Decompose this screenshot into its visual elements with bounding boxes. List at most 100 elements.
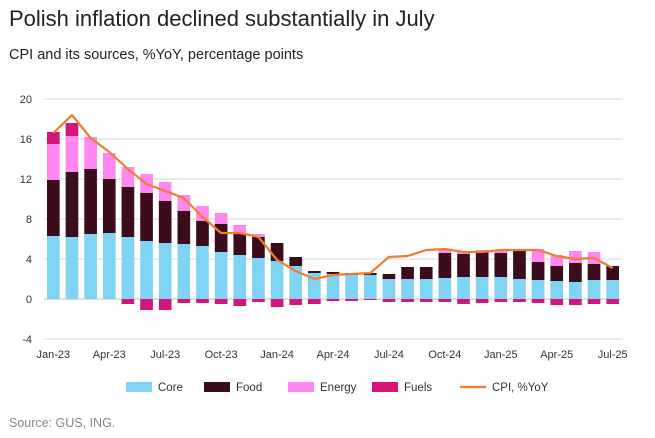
bar-core — [196, 246, 209, 299]
legend-label: Fuels — [404, 382, 432, 394]
bar-energy — [438, 250, 452, 253]
bar-fuels — [140, 299, 153, 310]
bar-core — [363, 275, 377, 299]
bar-fuels — [494, 299, 508, 302]
legend-swatch — [126, 382, 152, 392]
cpi-line-group — [52, 113, 614, 281]
bar-fuels — [531, 299, 545, 303]
bar-fuels — [457, 299, 470, 304]
bar-food — [177, 211, 191, 244]
bar-energy — [102, 153, 116, 179]
bar-fuels — [401, 299, 414, 302]
bar-fuels — [121, 299, 135, 304]
bar-fuels — [363, 299, 377, 300]
legend-swatch — [204, 382, 230, 392]
bar-energy — [252, 234, 265, 237]
bar-fuels — [382, 299, 396, 302]
bar-food — [494, 253, 508, 277]
bar-fuels — [289, 299, 303, 305]
bar-fuels — [46, 132, 60, 144]
bar-fuels — [196, 299, 209, 303]
bar-core — [606, 280, 620, 299]
bar-fuels — [233, 299, 247, 306]
bar-core — [475, 277, 489, 299]
bar-core — [84, 234, 97, 299]
bar-core — [214, 252, 228, 299]
bar-food — [102, 179, 116, 233]
y-tick-label: 0 — [26, 294, 32, 306]
bar-food — [587, 264, 601, 280]
bar-core — [177, 244, 191, 299]
bar-energy — [196, 206, 209, 221]
legend: Core Food Energy Fuels CPI, %YoY — [126, 382, 549, 394]
bar-fuels — [252, 299, 265, 302]
bar-core — [252, 258, 265, 299]
bar-food — [382, 274, 396, 279]
x-tick-label: Jan-23 — [37, 349, 71, 361]
bar-core — [158, 243, 172, 299]
bar-food — [475, 251, 489, 277]
bar-fuels — [270, 299, 284, 307]
bar-fuels — [308, 299, 321, 304]
source-note: Source: GUS, ING. — [9, 416, 116, 430]
bar-fuels — [606, 299, 620, 304]
bar-core — [569, 282, 582, 299]
bar-core — [345, 275, 358, 299]
bar-food — [196, 221, 209, 246]
bar-core — [270, 261, 284, 299]
bar-core — [513, 279, 526, 299]
bar-food — [46, 180, 60, 236]
bar-food — [326, 272, 340, 274]
y-tick-label: 20 — [20, 94, 32, 106]
bar-core — [121, 237, 135, 299]
bar-core — [65, 237, 79, 299]
bar-food — [121, 187, 135, 237]
y-tick-label: 12 — [20, 174, 32, 186]
bar-food — [140, 193, 153, 241]
bar-energy — [46, 144, 60, 180]
bar-core — [587, 280, 601, 299]
legend-swatch — [288, 382, 314, 392]
bar-fuels — [177, 299, 191, 303]
bar-food — [401, 267, 414, 279]
y-tick-label: 8 — [26, 214, 32, 226]
bar-food — [308, 271, 321, 273]
bar-food — [289, 257, 303, 266]
bar-fuels — [569, 299, 582, 305]
bar-food — [65, 172, 79, 237]
bar-energy — [214, 213, 228, 224]
bar-food — [233, 233, 247, 255]
x-tick-label: Jan-25 — [484, 349, 518, 361]
bar-core — [438, 278, 452, 299]
bar-fuels — [345, 299, 358, 301]
y-axis-ticks: -4 0 4 8 12 16 20 — [20, 94, 32, 346]
legend-label: CPI, %YoY — [492, 382, 549, 394]
legend-label: Core — [158, 382, 183, 394]
x-tick-label: Oct-23 — [205, 349, 238, 361]
legend-swatch — [372, 382, 398, 392]
bar-energy — [569, 251, 582, 263]
bar-food — [457, 254, 470, 277]
bar-energy — [233, 225, 247, 233]
bar-fuels — [65, 123, 79, 136]
x-tick-label: Jul-23 — [150, 349, 180, 361]
x-tick-label: Jan-24 — [260, 349, 294, 361]
bar-fuels — [214, 299, 228, 304]
legend-label: Energy — [320, 382, 357, 394]
bar-core — [382, 279, 396, 299]
bar-core — [308, 273, 321, 299]
bar-fuels — [438, 299, 452, 302]
bar-core — [419, 279, 433, 299]
bar-food — [252, 237, 265, 258]
bar-food — [531, 262, 545, 280]
bar-fuels — [419, 299, 433, 302]
cpi-line — [52, 113, 614, 281]
bar-core — [102, 233, 116, 299]
x-tick-label: Apr-23 — [93, 349, 126, 361]
bar-fuels — [475, 299, 489, 303]
x-tick-label: Apr-25 — [540, 349, 573, 361]
bar-food — [84, 169, 97, 234]
bar-core — [233, 255, 247, 299]
bar-core — [494, 277, 508, 299]
